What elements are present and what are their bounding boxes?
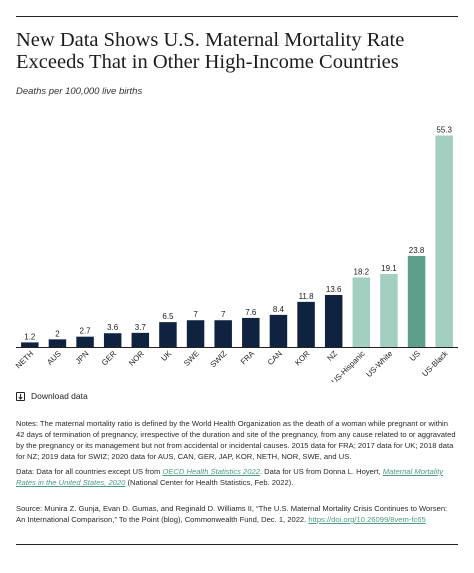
value-label-neth: 1.2 [24,332,36,341]
oecd-health-statistics-link[interactable]: OECD Health Statistics 2022 [162,467,260,476]
tick-label-neth: NETH [14,349,35,370]
value-label-us-black: 55.3 [436,126,452,135]
bar-kor [297,301,315,347]
value-label-aus: 2 [55,329,60,338]
bar-fra [242,317,260,347]
bar-us-hispanic [352,277,371,347]
bar-us-white [380,273,398,347]
value-label-fra: 7.6 [245,308,257,317]
source-text: Source: Munira Z. Gunja, Evan D. Gumas, … [16,504,448,524]
doi-link[interactable]: https://doi.org/10.26099/8vem-fc65 [308,515,426,524]
value-label-us-white: 19.1 [381,264,397,273]
data-source-middle: . Data for US from Donna L. Hoyert, [259,467,383,476]
value-label-kor: 11.8 [299,292,315,301]
bar-us-black [435,135,453,347]
value-label-us-hispanic: 18.2 [354,267,370,276]
tick-label-can: CAN [266,349,284,367]
value-label-jpn: 2.7 [80,327,92,336]
value-label-nz: 13.6 [326,285,342,294]
bar-nor [131,332,150,347]
bar-swiz [214,320,232,347]
value-label-swe: 7 [193,310,198,319]
tick-label-us: US [408,349,422,363]
source-citation: Source: Munira Z. Gunja, Evan D. Gumas, … [16,503,456,525]
download-icon [16,391,25,401]
bar-us [407,255,426,347]
download-data-button[interactable]: Download data [16,391,88,401]
tick-label-swe: SWE [182,349,201,368]
value-label-ger: 3.6 [107,323,119,332]
bar-nz [324,294,343,347]
tick-label-ger: GER [100,349,119,368]
hoyert-report-link[interactable]: Maternal Mortality Rates in the United S… [16,467,444,487]
bar-aus [48,339,67,347]
tick-label-jpn: JPN [74,349,91,366]
value-label-can: 8.4 [273,305,285,314]
y-axis-label: Deaths per 100,000 live births [16,86,143,97]
data-source-note: Data: Data for all countries except US f… [16,466,456,488]
bottom-rule [16,544,458,545]
bar-chart: 1.2 NETH 2 AUS 2.7 JPN 3.6 GER 3.7 NOR 6.5 UK 7 SWE 7 S… [14,126,458,382]
bar-ger [103,333,122,347]
tick-label-us-white: US-White [364,349,394,379]
value-label-uk: 6.5 [162,312,174,321]
tick-label-uk: UK [159,348,174,363]
bar-jpn [76,336,94,347]
value-label-us: 23.8 [409,246,425,255]
data-source-prefix: Data: Data for all countries except US f… [16,467,163,476]
bar-neth [21,342,39,347]
top-rule [16,16,458,17]
tick-label-swiz: SWIZ [208,349,228,369]
tick-label-us-black: US-Black [420,349,449,378]
value-label-swiz: 7 [221,310,226,319]
data-source-suffix: (National Center for Health Statistics, … [125,478,294,487]
bar-uk [159,322,177,347]
value-label-nor: 3.7 [135,323,147,332]
bar-can [269,314,288,347]
tick-label-fra: FRA [239,348,257,366]
download-data-label: Download data [31,391,88,401]
tick-label-kor: KOR [293,349,312,368]
chart-title: New Data Shows U.S. Maternal Mortality R… [16,29,405,73]
tick-label-aus: AUS [45,349,63,367]
bar-swe [186,320,205,347]
tick-label-nor: NOR [127,349,146,368]
chart-notes: Notes: The maternal mortality ratio is d… [16,419,456,461]
tick-label-nz: NZ [325,349,339,363]
